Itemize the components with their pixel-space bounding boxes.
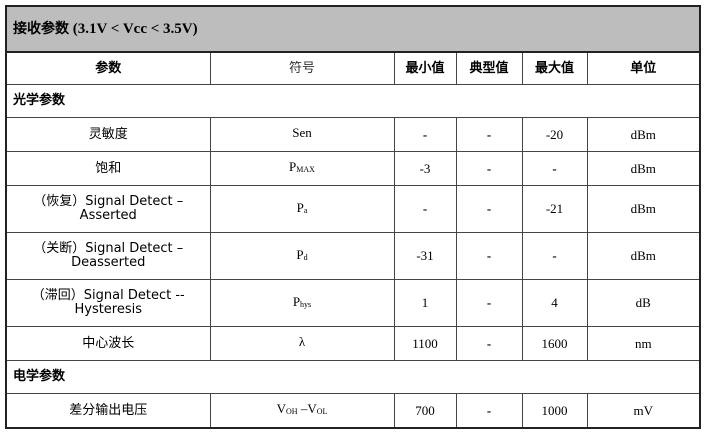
header-min: 最小值 [393,51,457,85]
unit-cell: dBm [586,185,701,233]
unit-cell: nm [586,326,701,361]
symbol-cell: Phys [209,279,395,327]
max-cell: 4 [521,279,588,327]
symbol-cell: Pd [209,232,395,280]
max-cell: - [521,151,588,186]
unit-cell: dB [586,279,701,327]
param-cell: （恢复）Signal Detect – Asserted [5,185,211,233]
typ-cell: - [455,279,523,327]
symbol-cell: λ [209,326,395,361]
min-cell: -3 [393,151,457,186]
section-optical: 光学参数 [5,84,701,118]
typ-cell: - [455,117,523,152]
header-row: 参数 符号 最小值 典型值 最大值 单位 [5,51,701,85]
typ-cell: - [455,326,523,361]
symbol-cell: VOH –VOL [209,393,395,429]
header-typ: 典型值 [455,51,523,85]
unit-cell: dBm [586,117,701,152]
max-cell: 1600 [521,326,588,361]
min-cell: 700 [393,393,457,429]
header-unit: 单位 [586,51,701,85]
min-cell: 1100 [393,326,457,361]
receiver-parameters-table: 接收参数 (3.1V < Vcc < 3.5V) 参数 符号 最小值 典型值 最… [5,5,701,429]
table-row: 差分输出电压 VOH –VOL 700-1000 mV [5,393,701,429]
table-row: 灵敏度 Sen - - -20 dBm [5,117,701,152]
max-cell: 1000 [521,393,588,429]
param-cell: （关断）Signal Detect – Deasserted [5,232,211,280]
table-row: 中心波长 λ 1100-1600 nm [5,326,701,361]
max-cell: -21 [521,185,588,233]
header-max: 最大值 [521,51,588,85]
typ-cell: - [455,393,523,429]
typ-cell: - [455,185,523,233]
symbol-cell: Sen [209,117,395,152]
min-cell: - [393,185,457,233]
header-symbol: 符号 [209,51,395,85]
param-cell: 差分输出电压 [5,393,211,429]
min-cell: -31 [393,232,457,280]
section-electrical: 电学参数 [5,360,701,394]
typ-cell: - [455,151,523,186]
table-row: （关断）Signal Detect – Deasserted Pd -31- - dBm [5,232,701,280]
table-title: 接收参数 (3.1V < Vcc < 3.5V) [5,5,701,53]
unit-cell: mV [586,393,701,429]
min-cell: 1 [393,279,457,327]
param-cell: 灵敏度 [5,117,211,152]
unit-cell: dBm [586,151,701,186]
table-row: （恢复）Signal Detect – Asserted Pa - - -21 dBm [5,185,701,233]
unit-cell: dBm [586,232,701,280]
table-row: （滞回）Signal Detect -- Hysteresis Phys 1-4 dB [5,279,701,327]
max-cell: -20 [521,117,588,152]
symbol-cell: PMAX [209,151,395,186]
param-cell: （滞回）Signal Detect -- Hysteresis [5,279,211,327]
param-cell: 饱和 [5,151,211,186]
table-title-row: 接收参数 (3.1V < Vcc < 3.5V) [5,5,701,53]
max-cell: - [521,232,588,280]
min-cell: - [393,117,457,152]
header-param: 参数 [5,51,211,85]
param-cell: 中心波长 [5,326,211,361]
symbol-cell: Pa [209,185,395,233]
table-row: 饱和 PMAX -3- - dBm [5,151,701,186]
typ-cell: - [455,232,523,280]
